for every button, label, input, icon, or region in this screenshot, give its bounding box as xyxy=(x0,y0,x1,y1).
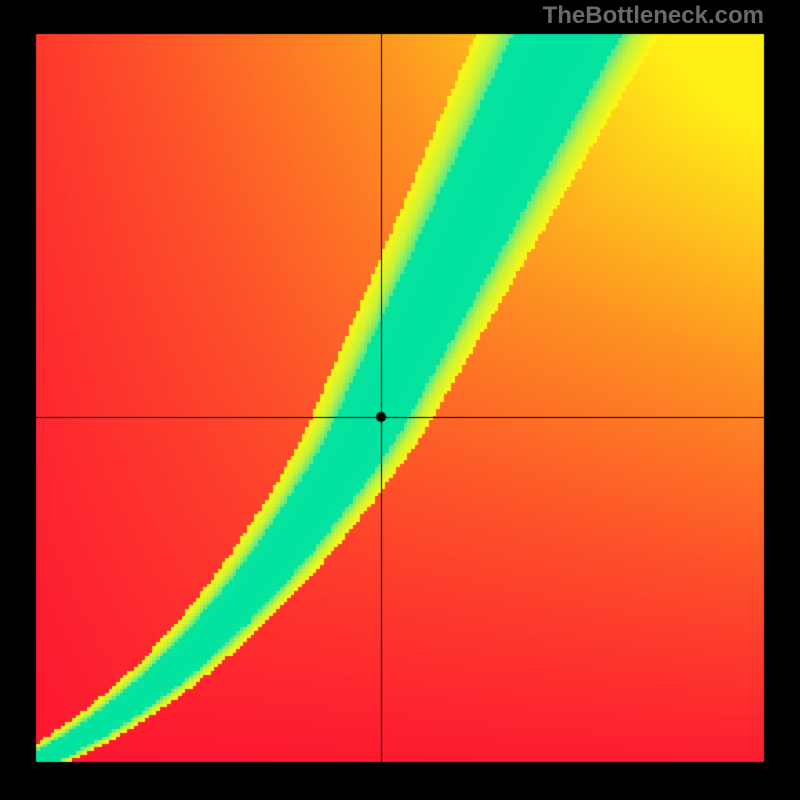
chart-container: TheBottleneck.com xyxy=(0,0,800,800)
watermark-text: TheBottleneck.com xyxy=(543,2,764,30)
crosshair-overlay xyxy=(0,0,800,800)
